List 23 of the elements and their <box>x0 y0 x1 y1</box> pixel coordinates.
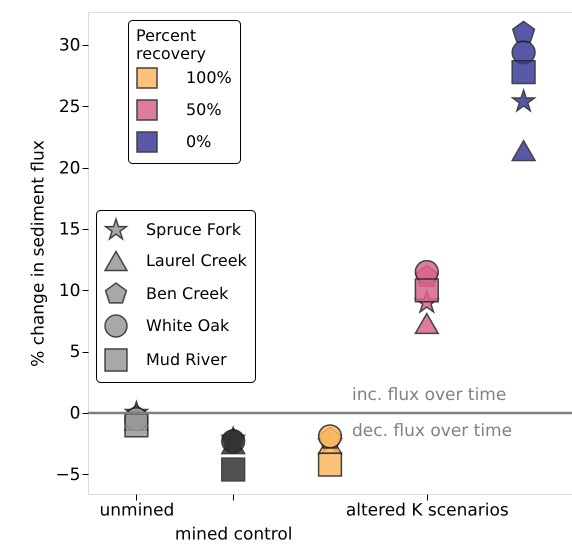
legend-label: White Oak <box>146 316 230 335</box>
legend-label: Mud River <box>146 350 228 369</box>
x-tick-label: unmined <box>99 500 174 520</box>
y-tick-label: 25 <box>58 96 80 117</box>
annotation: inc. flux over time <box>352 385 506 406</box>
legend-label: 0% <box>186 132 212 151</box>
y-tick-label: 15 <box>58 220 80 240</box>
y-tick-label: −5 <box>55 464 80 485</box>
legend-title: Percent recovery <box>136 26 206 63</box>
legend-label: Ben Creek <box>146 284 230 303</box>
x-tick-label: altered K scenarios <box>346 500 509 520</box>
annotation: dec. flux over time <box>352 421 512 442</box>
y-tick-label: 0 <box>70 404 80 424</box>
y-tick-label: 10 <box>58 280 80 301</box>
legend-label: 100% <box>186 68 232 87</box>
y-tick-label: 30 <box>58 36 80 56</box>
legend-label: 50% <box>186 100 222 119</box>
legend-label: Laurel Creek <box>146 251 248 270</box>
y-tick-label: 20 <box>58 158 80 178</box>
y-tick-label: 5 <box>70 342 80 362</box>
legend-label: Spruce Fork <box>146 220 242 239</box>
x-tick-label: mined control <box>174 524 293 544</box>
y-axis-title: % change in sediment flux <box>28 140 48 367</box>
